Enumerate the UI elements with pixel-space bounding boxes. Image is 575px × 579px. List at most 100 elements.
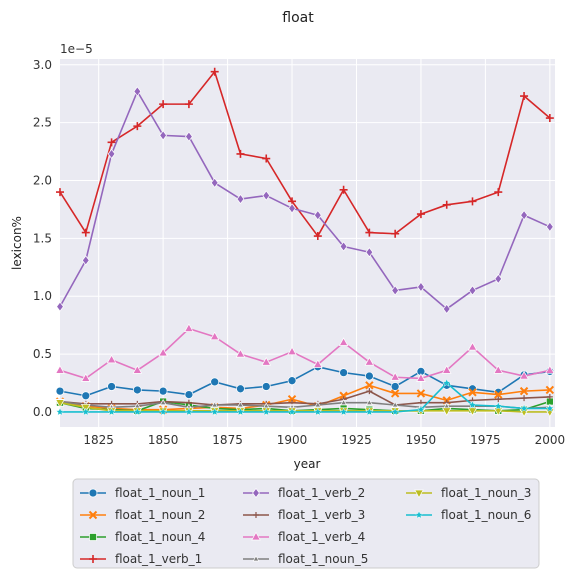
- data-point: [364, 356, 375, 366]
- data-point: [158, 386, 168, 396]
- data-point: [107, 382, 116, 391]
- data-point: [133, 122, 142, 131]
- y-axis-label: lexicon%: [10, 216, 24, 270]
- x-tick-label: 1875: [212, 433, 243, 447]
- legend-marker: [414, 489, 424, 499]
- y-tick-label: 0.0: [33, 405, 52, 419]
- data-point: [313, 210, 322, 221]
- series-float_1_noun_6: [55, 378, 555, 416]
- data-point: [416, 210, 425, 219]
- legend-marker: [89, 555, 97, 563]
- data-point: [237, 401, 244, 408]
- data-point: [468, 388, 477, 397]
- data-point: [366, 388, 373, 395]
- legend-item: float_1_noun_3: [406, 486, 531, 500]
- legend-marker: [252, 487, 260, 499]
- data-point: [314, 401, 322, 408]
- y-tick-label: 2.5: [33, 116, 52, 130]
- data-point: [107, 407, 116, 416]
- data-point: [339, 185, 348, 194]
- data-point: [365, 371, 374, 381]
- legend-item: float_1_noun_2: [80, 508, 205, 522]
- data-point: [417, 281, 425, 293]
- data-point: [468, 285, 477, 296]
- series-line: [59, 327, 551, 380]
- data-point: [159, 130, 167, 141]
- data-point: [340, 398, 347, 406]
- data-point: [81, 391, 91, 401]
- data-point: [365, 398, 373, 406]
- data-point: [313, 359, 323, 368]
- data-point: [416, 405, 426, 414]
- data-point: [106, 354, 117, 364]
- data-point: [236, 407, 245, 416]
- legend-item: float_1_noun_1: [80, 486, 205, 500]
- data-point: [185, 131, 193, 142]
- data-point: [313, 407, 323, 416]
- y-tick-label: 3.0: [33, 58, 52, 72]
- legend-item: float_1_verb_1: [80, 552, 202, 566]
- data-point: [494, 390, 503, 399]
- x-tick-label: 1825: [83, 433, 114, 447]
- data-point: [210, 177, 219, 188]
- data-point: [184, 390, 194, 399]
- data-point: [236, 384, 245, 394]
- data-point: [391, 229, 400, 238]
- y-tick-label: 1.0: [33, 289, 52, 303]
- legend-item: float_1_noun_4: [80, 530, 205, 544]
- data-point: [261, 356, 272, 366]
- data-point: [55, 386, 65, 396]
- data-point: [287, 407, 297, 416]
- data-point: [519, 370, 529, 380]
- plot-area: [60, 59, 555, 427]
- data-point: [365, 247, 374, 258]
- x-tick-label: 1975: [470, 433, 501, 447]
- data-point: [236, 149, 245, 158]
- legend-label: float_1_verb_4: [278, 530, 365, 544]
- data-point: [262, 190, 271, 201]
- data-point: [468, 197, 477, 206]
- data-point: [493, 401, 503, 410]
- data-point: [184, 407, 194, 416]
- data-point: [521, 395, 528, 402]
- legend-marker: [414, 510, 424, 519]
- legend-marker: [88, 510, 98, 520]
- legend-marker: [251, 531, 261, 541]
- x-axis-label: year: [294, 457, 321, 471]
- data-point: [545, 385, 555, 395]
- data-point: [55, 365, 65, 374]
- data-point: [287, 395, 297, 404]
- data-point: [442, 200, 451, 209]
- data-point: [55, 399, 65, 408]
- legend-item: float_1_verb_3: [243, 508, 365, 522]
- data-point: [80, 373, 91, 382]
- legend-marker: [88, 488, 98, 498]
- legend-label: float_1_noun_3: [441, 486, 531, 500]
- data-point: [467, 407, 478, 417]
- data-point: [338, 337, 349, 346]
- data-point: [545, 403, 555, 413]
- data-point: [210, 407, 219, 416]
- data-point: [81, 255, 90, 266]
- legend-label: float_1_verb_1: [115, 552, 202, 566]
- data-point: [468, 400, 477, 409]
- data-point: [546, 221, 554, 232]
- legend-marker: [252, 555, 260, 562]
- y-tick-label: 0.5: [33, 347, 52, 361]
- series-line: [59, 400, 550, 410]
- series-group: [55, 67, 555, 418]
- data-point: [211, 401, 219, 408]
- data-point: [467, 341, 478, 351]
- legend-item: float_1_noun_5: [243, 552, 368, 566]
- data-point: [262, 154, 271, 163]
- x-tick-label: 1925: [341, 433, 372, 447]
- data-point: [441, 407, 452, 417]
- y-axis-ticks: 0.0 0.5 1.0 1.5 2.0 2.5 3.0: [33, 58, 52, 419]
- x-tick-label: 1950: [406, 433, 437, 447]
- data-point: [287, 346, 297, 356]
- data-point: [132, 385, 142, 395]
- data-point: [158, 407, 168, 416]
- legend-box: [72, 478, 540, 569]
- data-point: [159, 100, 168, 109]
